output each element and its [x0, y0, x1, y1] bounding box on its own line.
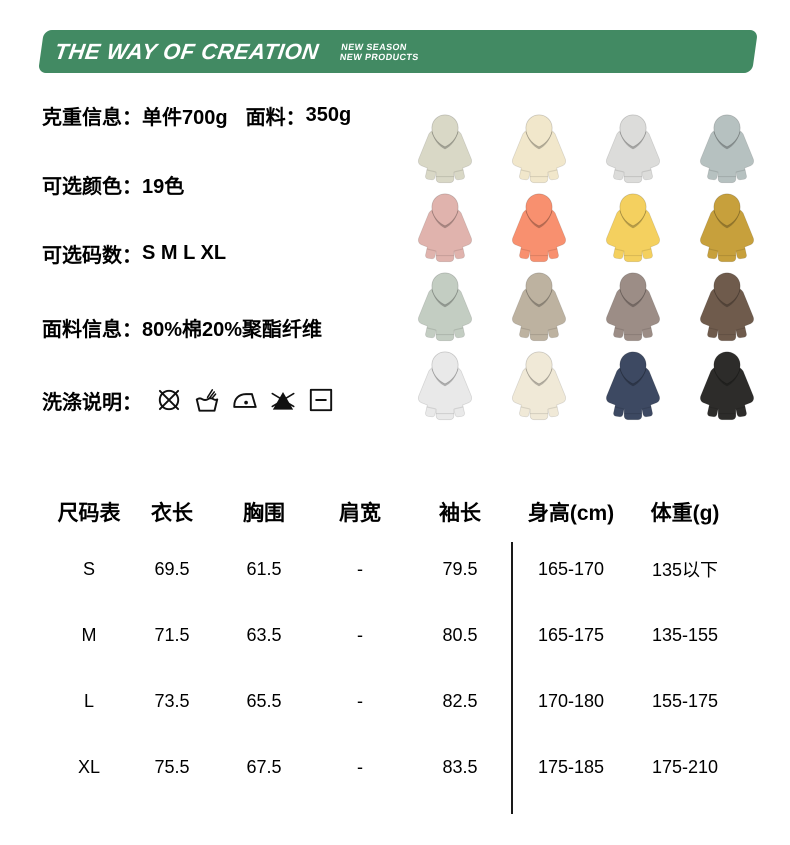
info-row-weight: 克重信息： 单件700g 面料： 350g [42, 101, 351, 129]
sizes-value: S M L XL [142, 241, 227, 264]
shoulder-value: - [357, 756, 363, 777]
hoodie-swatch-dusty-pink [404, 190, 486, 264]
dry-flat-icon [309, 388, 333, 412]
colors-label: 可选颜色： [42, 175, 142, 198]
size-label: L [83, 690, 94, 711]
height-range: 165-170 [537, 558, 605, 579]
no-bleach-icon [271, 391, 295, 410]
fabric-weight-label: 面料： [245, 106, 306, 129]
no-dryclean-icon [158, 389, 180, 411]
colors-value: 19色 [142, 175, 185, 198]
size-chart-header: 袖长 [439, 502, 481, 525]
size-chart-table: 尺码表 衣长 胸围 肩宽 袖长 身高(cm) 体重(g) S 69.5 61.5… [50, 488, 740, 800]
size-chart-header: 胸围 [243, 502, 285, 525]
info-row-colors: 可选颜色： 19色 [42, 170, 184, 198]
hoodie-swatch-pale-mint [404, 269, 486, 343]
chest-value: 63.5 [246, 624, 282, 645]
sizes-label: 可选码数： [42, 244, 142, 267]
hoodie-swatch-dark-brown [686, 269, 768, 343]
chest-value: 61.5 [246, 558, 282, 579]
height-range: 170-180 [537, 690, 605, 711]
shoulder-value: - [357, 624, 363, 645]
fabric-label: 面料信息： [42, 318, 142, 341]
height-range: 165-175 [537, 624, 605, 645]
size-chart-header: 体重(g) [650, 502, 720, 525]
hoodie-swatch-greige [498, 269, 580, 343]
hoodie-swatch-navy [592, 348, 674, 422]
weight-range: 155-175 [651, 690, 719, 711]
hoodie-swatch-mauve-gray [592, 269, 674, 343]
size-chart-header: 身高(cm) [527, 502, 615, 525]
sleeve-value: 83.5 [442, 756, 478, 777]
fabric-value: 80%棉20%聚酯纤维 [142, 318, 323, 341]
hoodie-swatch-coral [498, 190, 580, 264]
banner-subtitle: NEW SEASON NEW PRODUCTS [339, 42, 421, 62]
weight-range: 175-210 [651, 756, 719, 777]
sleeve-value: 82.5 [442, 690, 478, 711]
table-column-divider [511, 542, 513, 814]
hoodie-swatch-light-gray [592, 111, 674, 185]
iron-icon [233, 393, 257, 408]
shoulder-value: - [357, 558, 363, 579]
chest-value: 65.5 [246, 690, 282, 711]
sleeve-value: 80.5 [442, 624, 478, 645]
hand-wash-icon [195, 389, 219, 412]
fabric-weight-value: 350g [305, 103, 352, 126]
banner-title: THE WAY OF CREATION [53, 38, 321, 64]
info-row-fabric: 面料信息： 80%棉20%聚酯纤维 [42, 313, 322, 341]
length-value: 69.5 [154, 558, 190, 579]
hoodie-swatch-off-white [404, 348, 486, 422]
length-value: 75.5 [154, 756, 190, 777]
hoodie-color-grid [398, 108, 774, 424]
length-value: 71.5 [154, 624, 190, 645]
hoodie-swatch-blue-gray [686, 111, 768, 185]
brand-banner: THE WAY OF CREATION NEW SEASON NEW PRODU… [37, 30, 759, 73]
size-chart-header: 尺码表 [57, 502, 121, 525]
sleeve-value: 79.5 [442, 558, 478, 579]
height-range: 175-185 [537, 756, 605, 777]
info-row-sizes: 可选码数： S M L XL [42, 239, 226, 267]
care-icons [154, 385, 336, 415]
banner-subtitle-line2: NEW PRODUCTS [339, 51, 420, 62]
chest-value: 67.5 [246, 756, 282, 777]
weight-range: 135以下 [651, 560, 719, 580]
hoodie-swatch-ivory [498, 348, 580, 422]
size-chart-header: 衣长 [151, 502, 193, 525]
hoodie-swatch-black [686, 348, 768, 422]
info-row-care: 洗涤说明： [42, 386, 336, 414]
size-chart-header: 肩宽 [339, 502, 381, 525]
hoodie-swatch-yellow [592, 190, 674, 264]
hoodie-swatch-cream [498, 111, 580, 185]
hoodie-swatch-mustard [686, 190, 768, 264]
length-value: 73.5 [154, 690, 190, 711]
size-label: S [82, 558, 95, 579]
weight-range: 135-155 [651, 624, 719, 645]
size-label: XL [77, 756, 101, 777]
banner-subtitle-line1: NEW SEASON [340, 41, 408, 52]
care-label: 洗涤说明： [42, 391, 142, 414]
weight-value: 单件700g [142, 106, 228, 129]
shoulder-value: - [357, 690, 363, 711]
size-label: M [81, 624, 97, 645]
hoodie-swatch-pale-sage [404, 111, 486, 185]
weight-label: 克重信息： [42, 106, 142, 129]
